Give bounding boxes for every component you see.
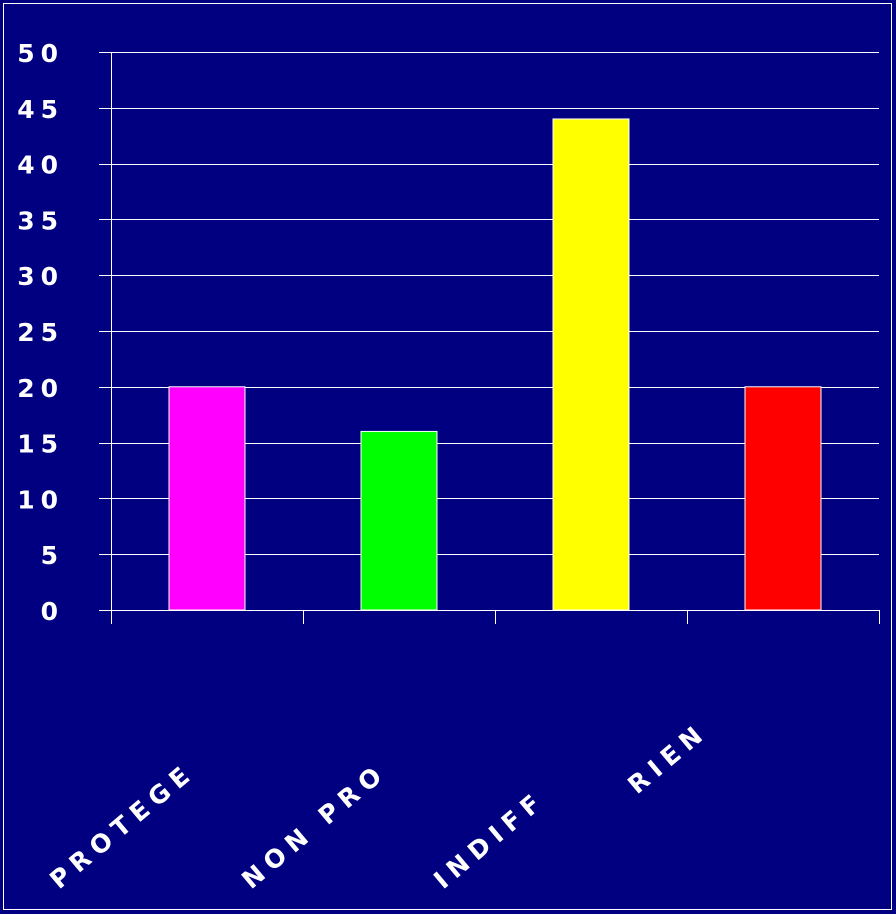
y-tick-label: 15 bbox=[17, 430, 64, 459]
y-tick-label: 40 bbox=[17, 151, 64, 180]
bar-non-pro bbox=[360, 430, 438, 611]
bar-indiff bbox=[552, 118, 630, 611]
y-tick-label: 30 bbox=[17, 262, 64, 291]
y-tick-label: 50 bbox=[17, 39, 64, 68]
category-label: INDIFF bbox=[428, 785, 551, 895]
category-labels: PROTEGE NON PRO INDIFF RIEN bbox=[44, 717, 713, 895]
category-label: RIEN bbox=[622, 717, 713, 800]
bar-protege bbox=[168, 386, 246, 611]
category-label: NON PRO bbox=[236, 757, 392, 895]
y-tick-label: 45 bbox=[17, 95, 64, 124]
bars bbox=[168, 118, 822, 611]
category-label: PROTEGE bbox=[44, 757, 200, 895]
bar-rien bbox=[744, 386, 822, 611]
y-tick-label: 20 bbox=[17, 374, 64, 403]
axes bbox=[99, 52, 880, 624]
chart-frame bbox=[3, 3, 892, 910]
y-tick-label: 25 bbox=[17, 318, 64, 347]
y-tick-label: 35 bbox=[17, 206, 64, 235]
y-tick-label: 0 bbox=[41, 597, 64, 626]
y-tick-label: 5 bbox=[41, 541, 64, 570]
y-tick-label: 10 bbox=[17, 485, 64, 514]
y-tick-labels: 0 5 10 15 20 25 30 35 40 45 50 bbox=[17, 39, 64, 626]
